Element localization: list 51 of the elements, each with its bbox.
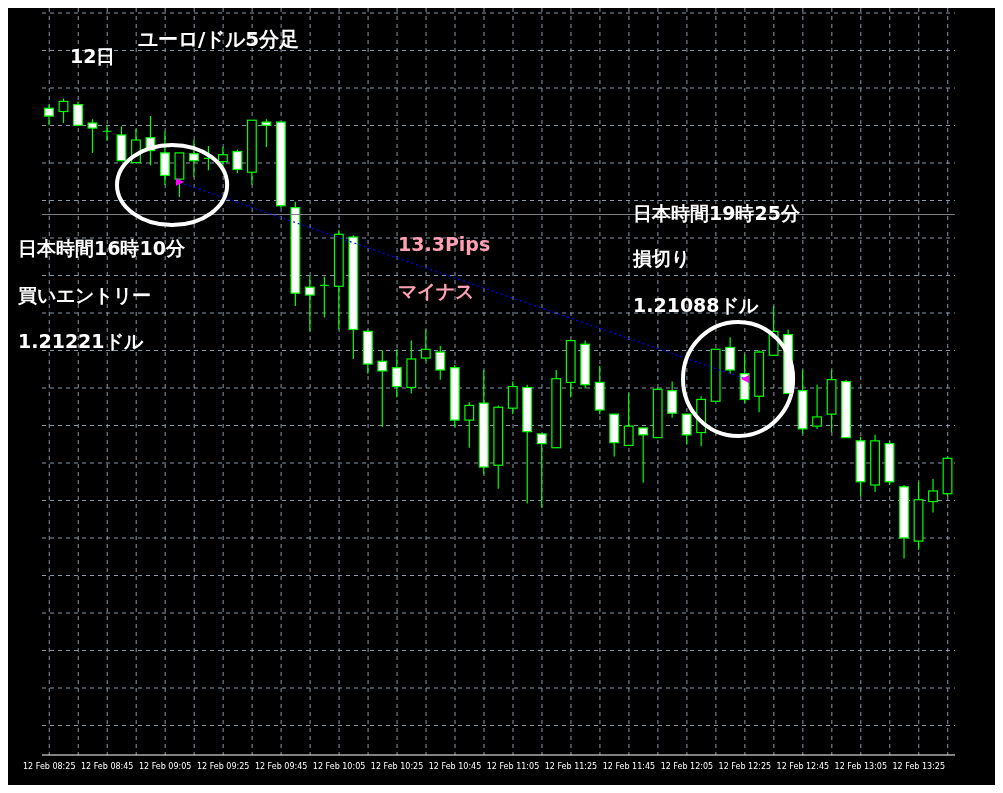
candlestick	[507, 380, 518, 415]
annotation: 日本時間19時25分	[633, 201, 800, 226]
x-tick-label: 12 Feb 13:25	[892, 761, 946, 771]
x-tick-label: 12 Feb 12:25	[718, 761, 772, 771]
x-tick-label: 12 Feb 12:05	[660, 761, 714, 771]
candlestick	[304, 275, 315, 332]
chart-title: ユーロ/ドル5分足	[138, 26, 300, 53]
x-tick-label: 12 Feb 10:05	[312, 761, 366, 771]
candlestick	[188, 139, 199, 178]
x-tick-label: 12 Feb 10:25	[370, 761, 424, 771]
candlestick	[319, 276, 330, 319]
x-tick-label: 12 Feb 09:25	[196, 761, 250, 771]
candlestick	[667, 380, 678, 419]
candlestick	[681, 413, 692, 446]
x-tick-label: 12 Feb 09:05	[138, 761, 192, 771]
candlestick	[377, 349, 388, 428]
candlestick	[159, 130, 170, 186]
candlestick	[638, 427, 649, 484]
x-tick-label: 12 Feb 12:45	[776, 761, 830, 771]
candlestick	[391, 348, 402, 399]
candlestick	[232, 149, 243, 174]
annotation: 日本時間16時10分	[18, 236, 185, 261]
candlestick	[536, 433, 547, 509]
x-tick-label: 12 Feb 09:45	[254, 761, 308, 771]
candlestick	[725, 336, 736, 375]
candlestick	[812, 384, 823, 430]
candlestick	[623, 392, 634, 447]
x-tick-label: 12 Feb 08:45	[80, 761, 134, 771]
candlestick	[420, 328, 431, 362]
x-tick-label: 12 Feb 10:45	[428, 761, 482, 771]
candlestick	[217, 146, 228, 170]
candlestick	[261, 118, 272, 148]
annotation: 13.3Pips	[398, 233, 491, 255]
candlestick	[435, 345, 446, 381]
x-tick-label: 12 Feb 11:05	[486, 761, 540, 771]
x-tick-label: 12 Feb 11:45	[602, 761, 656, 771]
annotation: 損切り	[633, 246, 690, 271]
x-tick-label: 12 Feb 08:25	[23, 761, 76, 771]
annotation: マイナス	[398, 279, 474, 304]
x-tick-label: 12 Feb 11:25	[544, 761, 598, 771]
annotation: 1.21088ドル	[633, 293, 758, 318]
candlestick	[58, 98, 69, 124]
candlestick	[73, 100, 83, 127]
annotation: 1.21221ドル	[18, 329, 143, 354]
candlestick	[44, 103, 54, 126]
candlestick	[928, 478, 938, 514]
candlestick	[464, 401, 475, 449]
candlestick	[87, 118, 98, 154]
x-tick-label: 12 Feb 13:05	[834, 761, 888, 771]
annotation: 買いエントリー	[18, 283, 151, 308]
text: 12日	[70, 44, 116, 69]
